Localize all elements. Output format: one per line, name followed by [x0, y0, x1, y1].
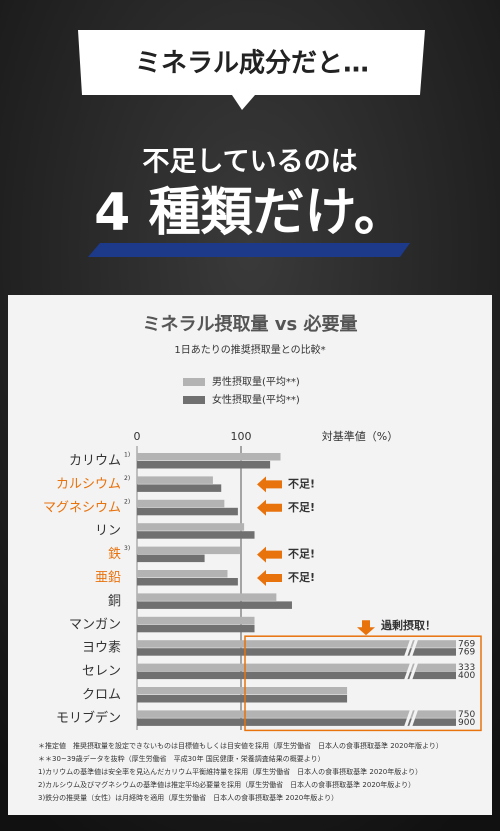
legend-swatch — [183, 378, 205, 386]
category-label: クロム — [82, 688, 121, 703]
bar — [137, 718, 456, 726]
box-text: ミネラル成分だと… — [135, 49, 369, 79]
axis-break — [408, 661, 419, 683]
value-label: 333 — [458, 663, 475, 673]
legend-swatch — [183, 396, 205, 404]
shortage-label: 不足! — [288, 571, 315, 584]
category-label: 亜鉛 — [95, 571, 121, 586]
bar — [137, 601, 292, 609]
shortage-arrow — [257, 499, 282, 516]
bar — [137, 578, 238, 586]
excess-box — [244, 635, 482, 732]
bar — [137, 624, 255, 633]
chart-panel — [8, 295, 492, 815]
bar — [137, 671, 456, 680]
bar — [137, 546, 240, 555]
bar — [137, 531, 255, 539]
footnote: 2)カルシウム及びマグネシウムの基準値は推定平均必要量を採用（厚生労働省 日本人… — [38, 780, 415, 789]
axis-break — [408, 637, 419, 659]
footnote: ＊＊30~39歳データを抜粋（厚生労働省 平成30年 国民健康・栄養調査結果の概… — [38, 754, 325, 763]
speech-box — [78, 30, 425, 110]
shortage-arrow — [257, 476, 282, 493]
value-label: 400 — [458, 671, 475, 681]
bar — [137, 663, 456, 672]
headline-1: 不足しているのは — [142, 147, 357, 178]
bar — [137, 710, 456, 718]
bar — [137, 640, 456, 648]
headline-2: 4 種類だけ。 — [94, 183, 406, 243]
category-label: マンガン — [69, 617, 121, 632]
category-note: 2) — [124, 475, 130, 482]
category-label: カルシウム — [56, 477, 121, 492]
category-label: モリブデン — [56, 710, 121, 726]
shortage-arrow — [257, 546, 282, 563]
bar — [137, 593, 277, 601]
footnote: 1)カリウムの基準値は安全率を見込んだカリウム平衡維持量を採用（厚生労働省 日本… — [38, 767, 422, 776]
value-label: 900 — [458, 718, 475, 728]
bar — [137, 484, 222, 492]
category-label: セレン — [82, 664, 121, 679]
excess-arrow — [357, 620, 375, 636]
excess-label: 過剰摂取！ — [380, 618, 436, 632]
shortage-label: 不足! — [288, 477, 315, 490]
category-label: マグネシウム — [43, 500, 121, 515]
shortage-arrow — [257, 570, 282, 586]
category-note: 3) — [124, 545, 130, 552]
bar — [137, 554, 205, 563]
legend-label: 女性摂取量(平均**) — [212, 393, 300, 406]
bar — [137, 476, 213, 484]
bar — [137, 499, 225, 508]
category-label: 鉄 — [108, 547, 121, 562]
bar — [137, 453, 281, 461]
bar — [137, 523, 245, 531]
value-label: 769 — [458, 648, 475, 658]
category-label: ヨウ素 — [82, 641, 121, 656]
footnote: ＊推定値 推奨摂取量を設定できないものは目標値もしくは目安値を採用（厚生労働省 … — [38, 741, 443, 750]
shortage-label: 不足! — [288, 548, 315, 561]
bar — [137, 687, 348, 695]
bar — [137, 507, 238, 516]
value-label: 769 — [458, 640, 475, 650]
chart-title: ミネラル摂取量 vs 必要量 — [143, 313, 358, 335]
legend-label: 男性摂取量(平均**) — [212, 375, 300, 388]
shortage-label: 不足! — [288, 501, 315, 514]
category-label: リン — [95, 524, 121, 539]
axis-break — [408, 707, 419, 729]
x-axis-label: 対基準値（%） — [322, 429, 398, 443]
bar — [137, 570, 228, 578]
bars — [137, 453, 456, 726]
chart-subtitle: 1日あたりの推奨摂取量との比較* — [174, 343, 325, 356]
x-tick-label: 100 — [231, 430, 252, 443]
bar — [137, 695, 348, 703]
value-label: 750 — [458, 710, 475, 720]
bar — [137, 461, 271, 469]
x-tick-label: 0 — [134, 430, 141, 443]
category-label: カリウム — [69, 454, 121, 469]
category-note: 1) — [124, 452, 130, 459]
underline — [88, 243, 410, 257]
bar — [137, 616, 255, 625]
category-note: 2) — [124, 498, 130, 505]
bar — [137, 648, 456, 656]
footnote: 3)鉄分の推奨量（女性）は月経時を適用（厚生労働省 日本人の食事摂取基準 202… — [38, 793, 338, 802]
axis-break — [403, 637, 414, 659]
axis-break — [403, 707, 414, 729]
axis-break — [403, 661, 414, 683]
category-label: 銅 — [108, 594, 121, 609]
